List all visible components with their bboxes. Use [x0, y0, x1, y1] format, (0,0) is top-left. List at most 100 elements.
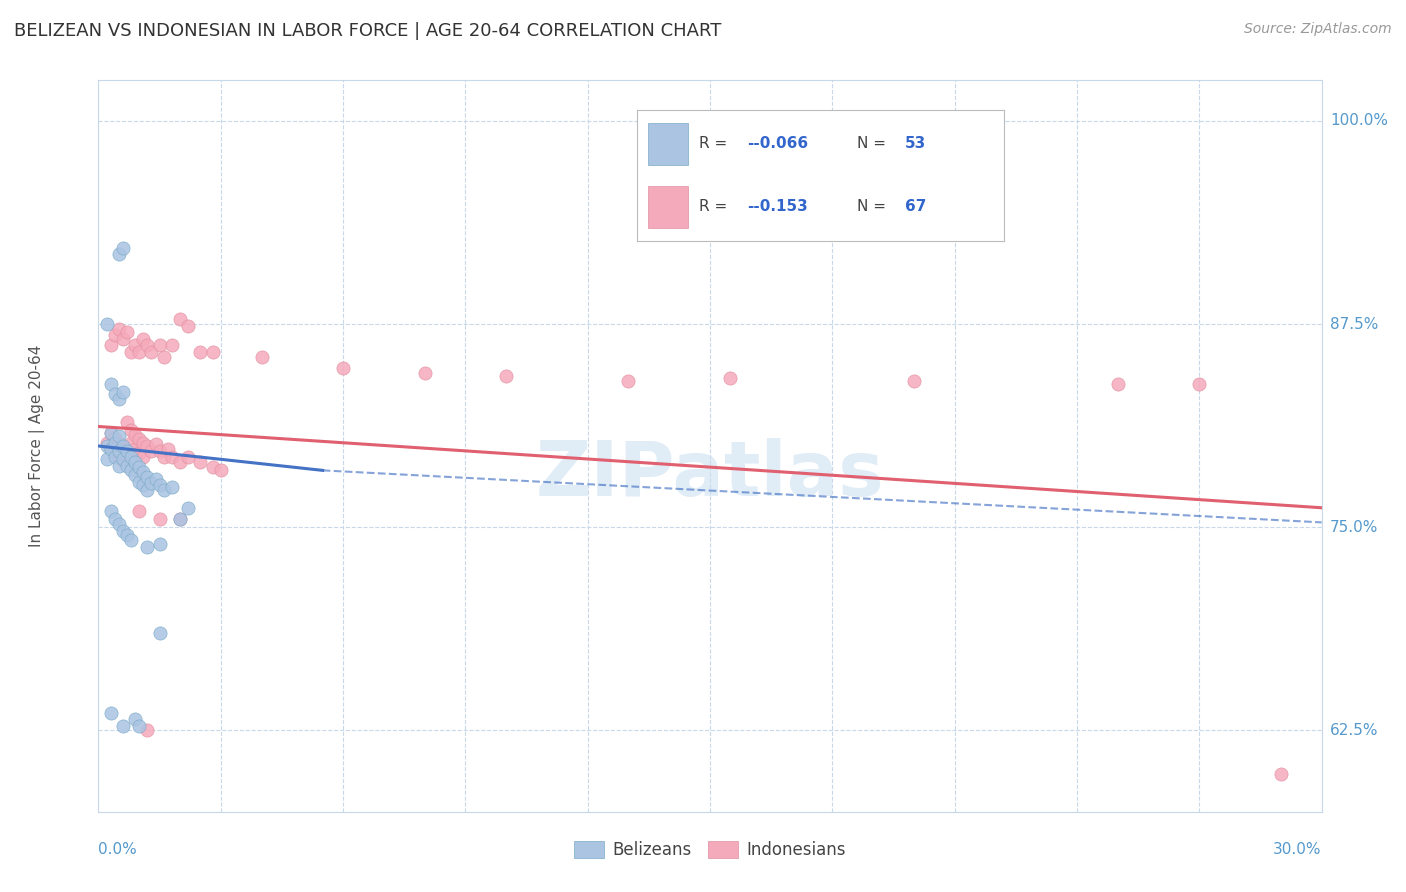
Point — [104, 328, 127, 343]
Point — [495, 369, 517, 384]
Point — [128, 344, 150, 359]
Point — [149, 478, 172, 492]
Point — [120, 435, 142, 450]
Point — [120, 463, 142, 477]
Point — [617, 374, 640, 388]
Point — [152, 483, 174, 497]
Point — [149, 512, 172, 526]
Point — [152, 350, 174, 364]
Text: BELIZEAN VS INDONESIAN IN LABOR FORCE | AGE 20-64 CORRELATION CHART: BELIZEAN VS INDONESIAN IN LABOR FORCE | … — [14, 22, 721, 40]
Point — [156, 442, 179, 457]
Point — [108, 322, 131, 336]
Point — [100, 338, 122, 352]
Point — [149, 536, 172, 550]
Text: 100.0%: 100.0% — [1330, 113, 1388, 128]
Text: ZIPatlas: ZIPatlas — [536, 438, 884, 512]
Point — [100, 706, 122, 720]
Point — [124, 468, 146, 483]
Point — [100, 442, 122, 457]
Point — [108, 516, 131, 531]
Point — [201, 460, 224, 475]
Point — [115, 325, 138, 339]
Point — [104, 435, 127, 450]
Point — [128, 718, 150, 732]
Point — [132, 478, 155, 492]
Point — [108, 458, 131, 473]
Point — [1270, 767, 1292, 781]
Point — [128, 445, 150, 459]
Point — [160, 450, 183, 465]
Point — [96, 439, 118, 453]
Point — [108, 247, 131, 261]
Point — [115, 528, 138, 542]
Point — [111, 524, 134, 538]
Point — [111, 385, 134, 400]
Point — [120, 344, 142, 359]
Point — [96, 435, 118, 450]
Point — [136, 829, 159, 843]
Point — [160, 480, 183, 494]
Point — [145, 437, 167, 451]
Point — [120, 450, 142, 465]
Point — [104, 445, 127, 459]
Point — [124, 427, 146, 442]
Point — [111, 332, 134, 346]
Point — [108, 392, 131, 406]
Point — [136, 723, 159, 738]
Point — [111, 439, 134, 453]
Point — [104, 450, 127, 465]
Point — [177, 318, 200, 333]
Point — [201, 344, 224, 359]
Text: 0.0%: 0.0% — [98, 842, 138, 857]
Point — [169, 512, 191, 526]
Point — [128, 475, 150, 489]
Point — [332, 361, 354, 376]
Text: 62.5%: 62.5% — [1330, 723, 1378, 738]
Point — [177, 450, 200, 465]
Point — [169, 455, 191, 469]
Text: 75.0%: 75.0% — [1330, 520, 1378, 535]
Point — [111, 439, 134, 453]
Point — [141, 476, 163, 491]
Point — [169, 512, 191, 526]
Point — [169, 312, 191, 326]
Point — [124, 712, 146, 726]
Point — [188, 455, 212, 469]
Point — [128, 433, 150, 447]
Text: 30.0%: 30.0% — [1274, 842, 1322, 857]
Point — [120, 533, 142, 548]
Point — [128, 460, 150, 475]
Point — [141, 344, 163, 359]
Point — [209, 463, 232, 477]
Point — [128, 504, 150, 518]
Point — [1188, 377, 1211, 392]
Point — [124, 455, 146, 469]
Point — [718, 370, 742, 384]
Point — [100, 504, 122, 518]
Text: In Labor Force | Age 20-64: In Labor Force | Age 20-64 — [30, 345, 45, 547]
Point — [136, 540, 159, 554]
Text: Source: ZipAtlas.com: Source: ZipAtlas.com — [1244, 22, 1392, 37]
Point — [145, 471, 167, 485]
Point — [188, 344, 212, 359]
Point — [96, 452, 118, 467]
Point — [111, 453, 134, 467]
Point — [120, 423, 142, 437]
Point — [132, 435, 155, 450]
Point — [136, 439, 159, 453]
Point — [115, 415, 138, 429]
Point — [141, 443, 163, 458]
Point — [132, 332, 155, 346]
Point — [111, 452, 134, 467]
Point — [124, 338, 146, 352]
Point — [108, 443, 131, 458]
Point — [115, 458, 138, 473]
Point — [108, 450, 131, 465]
Point — [160, 338, 183, 352]
Text: 87.5%: 87.5% — [1330, 317, 1378, 332]
Point — [115, 443, 138, 458]
Point — [104, 387, 127, 401]
Point — [100, 425, 122, 440]
Point — [108, 435, 131, 450]
Point — [96, 317, 118, 331]
